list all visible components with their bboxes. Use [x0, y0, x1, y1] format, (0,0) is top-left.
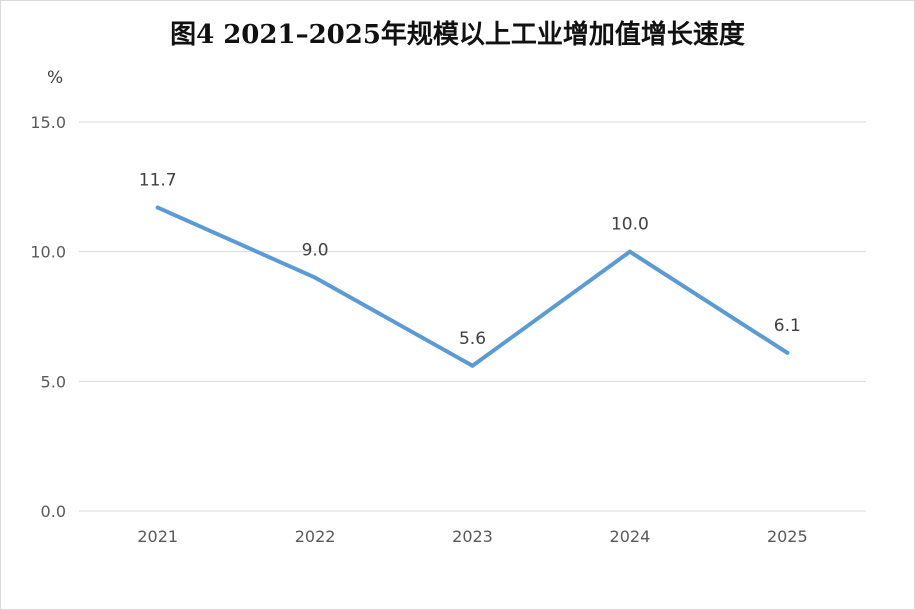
- data-label-2022: 9.0: [302, 241, 329, 261]
- data-label-2024: 10.0: [611, 215, 649, 235]
- data-point-2024: [627, 249, 632, 254]
- y-tick-label-2: 10.0: [30, 243, 66, 262]
- data-label-2025: 6.1: [774, 316, 801, 336]
- data-point-2021: [155, 205, 160, 210]
- y-tick-label-0: 0.0: [41, 502, 66, 521]
- data-point-2023: [470, 363, 475, 368]
- x-tick-label-2021: 2021: [137, 527, 178, 546]
- data-point-2022: [313, 275, 318, 280]
- y-axis-unit: %: [47, 68, 64, 88]
- x-tick-label-2022: 2022: [295, 527, 336, 546]
- data-label-2021: 11.7: [139, 171, 177, 191]
- y-tick-label-1: 5.0: [41, 372, 66, 391]
- y-tick-label-3: 15.0: [30, 113, 66, 132]
- x-tick-label-2023: 2023: [452, 527, 493, 546]
- data-label-2023: 5.6: [459, 329, 486, 349]
- x-tick-label-2025: 2025: [767, 527, 808, 546]
- chart-title: 图4 2021–2025年规模以上工业增加值增长速度: [170, 20, 745, 50]
- x-tick-label-2024: 2024: [610, 527, 651, 546]
- data-point-2025: [785, 350, 790, 355]
